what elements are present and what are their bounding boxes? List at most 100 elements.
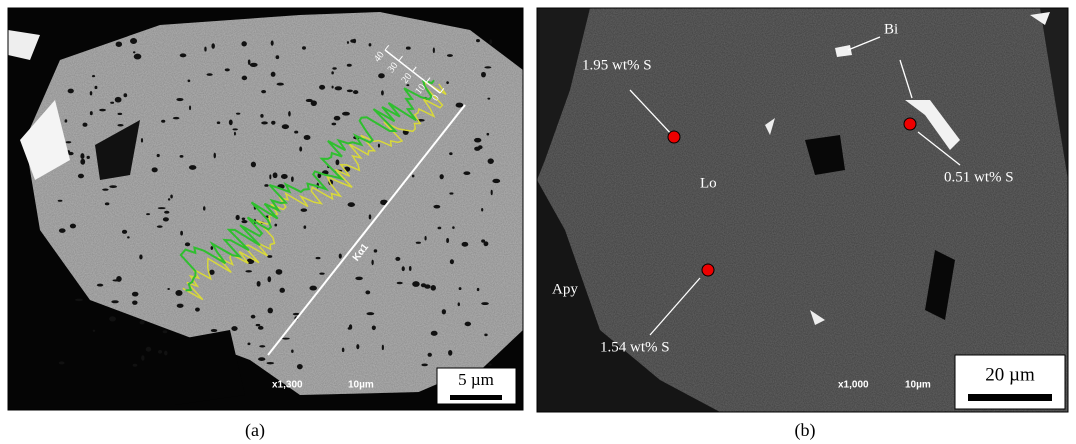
pore <box>258 326 264 330</box>
pore <box>347 64 352 67</box>
pore <box>491 190 493 195</box>
pore <box>267 362 274 364</box>
pore <box>301 208 308 211</box>
pore <box>366 312 374 315</box>
field-width: 10µm <box>905 380 931 391</box>
pore <box>353 90 358 94</box>
pore <box>180 231 183 236</box>
pore <box>342 348 345 353</box>
pore <box>211 329 217 332</box>
pore <box>374 249 378 252</box>
pore <box>336 159 340 165</box>
pore <box>446 238 449 243</box>
pore <box>397 282 403 285</box>
pore <box>348 202 355 207</box>
pore <box>250 63 258 67</box>
pore <box>133 51 135 53</box>
pore <box>402 266 405 271</box>
pore <box>335 86 342 90</box>
pore <box>163 330 168 333</box>
pore <box>109 185 117 188</box>
pore <box>463 171 470 175</box>
pore <box>433 47 435 53</box>
pore <box>288 111 291 116</box>
pore <box>264 184 268 187</box>
pore <box>231 326 237 331</box>
pore <box>130 38 137 44</box>
pore <box>428 353 432 357</box>
pore <box>117 124 123 126</box>
pore <box>242 217 245 220</box>
pore <box>378 73 385 78</box>
pore <box>180 155 184 158</box>
pore <box>177 304 184 308</box>
scale-bar-label: 20 µm <box>985 364 1035 385</box>
pore <box>433 205 440 209</box>
pore <box>133 364 138 367</box>
pore <box>311 100 317 106</box>
pore <box>488 158 494 164</box>
pore <box>93 330 95 332</box>
pore <box>339 254 342 259</box>
pore <box>274 224 277 227</box>
pore <box>211 43 215 48</box>
pore <box>484 66 491 68</box>
pore <box>347 90 353 93</box>
pore <box>406 47 411 50</box>
pore <box>442 309 446 314</box>
pore <box>92 75 95 77</box>
pore <box>332 123 337 126</box>
pore <box>291 176 294 182</box>
pore <box>304 135 311 140</box>
pore <box>440 174 444 179</box>
pore <box>115 97 122 103</box>
pore <box>299 146 302 151</box>
pore <box>260 114 263 118</box>
field-width: 10µm <box>348 380 374 391</box>
pore <box>78 174 84 179</box>
pore <box>347 41 349 44</box>
pore <box>109 316 116 321</box>
pore <box>319 85 325 90</box>
pore <box>282 338 290 340</box>
pore <box>152 167 158 172</box>
pore <box>164 351 167 356</box>
pore <box>163 217 169 221</box>
pore <box>365 290 370 294</box>
pore <box>276 55 280 59</box>
pore <box>483 241 488 246</box>
pore <box>382 345 384 350</box>
pore <box>369 43 372 46</box>
pore <box>297 364 303 369</box>
pore <box>477 288 480 291</box>
caption: (a) <box>245 420 265 441</box>
pore <box>141 138 143 142</box>
pore <box>261 121 268 124</box>
pore <box>122 230 127 234</box>
pore <box>331 86 333 89</box>
pore <box>176 98 183 101</box>
pore <box>139 255 142 260</box>
pore <box>188 79 191 82</box>
pore <box>271 72 276 77</box>
pore <box>140 320 145 324</box>
pore <box>449 192 453 194</box>
pore <box>168 198 170 200</box>
pore <box>372 325 376 330</box>
pore <box>158 207 166 209</box>
pore <box>97 284 103 287</box>
pore <box>146 213 150 215</box>
pore <box>424 236 426 240</box>
pore <box>110 102 114 104</box>
pore <box>259 345 265 347</box>
pore <box>458 302 460 306</box>
pore <box>350 39 355 42</box>
figure: 403020100 Kα1 x1,300 10µm 5 µm Bi 1.95 w… <box>0 0 1076 444</box>
pore <box>381 90 384 95</box>
pore <box>157 154 160 157</box>
pore <box>448 350 452 356</box>
pore <box>251 315 256 319</box>
pore <box>58 200 63 202</box>
pore <box>66 141 72 143</box>
pore <box>134 54 142 60</box>
